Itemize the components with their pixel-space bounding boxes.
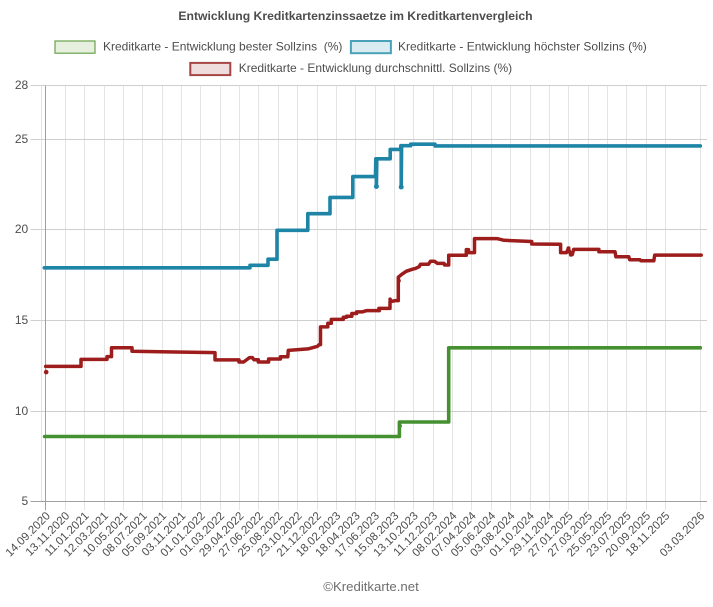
svg-text:Entwicklung Kreditkartenzinssa: Entwicklung Kreditkartenzinssaetze im Kr… (178, 9, 532, 23)
svg-text:10: 10 (15, 404, 29, 418)
svg-text:5: 5 (22, 494, 29, 508)
svg-text:15: 15 (15, 313, 29, 327)
svg-text:25: 25 (15, 132, 29, 146)
svg-text:28: 28 (15, 78, 29, 92)
svg-text:Kreditkarte - Entwicklung durc: Kreditkarte - Entwicklung durchschnittl.… (239, 61, 512, 75)
svg-text:©Kreditkarte.net: ©Kreditkarte.net (323, 579, 419, 594)
svg-text:20: 20 (15, 222, 29, 236)
svg-text:Kreditkarte - Entwicklung best: Kreditkarte - Entwicklung bester Sollzin… (103, 39, 342, 53)
svg-text:Kreditkarte - Entwicklung höch: Kreditkarte - Entwicklung höchster Sollz… (398, 39, 647, 53)
